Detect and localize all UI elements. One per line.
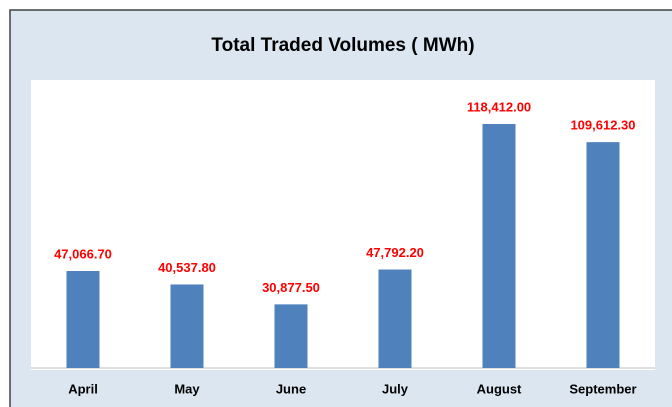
x-tick-label: June xyxy=(276,381,306,396)
data-label: 109,612.30 xyxy=(570,118,635,133)
bar xyxy=(586,142,620,368)
bar xyxy=(66,271,100,368)
data-label: 40,537.80 xyxy=(158,260,216,275)
plot-area xyxy=(31,80,655,370)
data-label: 47,066.70 xyxy=(54,246,112,261)
bar xyxy=(274,304,308,368)
data-label: 118,412.00 xyxy=(467,99,531,114)
bar xyxy=(482,124,516,368)
bar xyxy=(378,269,412,368)
data-label: 30,877.50 xyxy=(262,280,320,295)
chart-title: Total Traded Volumes ( MWh) xyxy=(211,35,474,56)
x-tick-label: May xyxy=(174,381,200,396)
x-tick-label: July xyxy=(382,381,409,396)
x-tick-label: September xyxy=(569,381,636,396)
x-tick-label: August xyxy=(477,381,522,396)
bar xyxy=(170,284,204,368)
data-label: 47,792.20 xyxy=(366,245,424,260)
x-tick-label: April xyxy=(68,381,98,396)
